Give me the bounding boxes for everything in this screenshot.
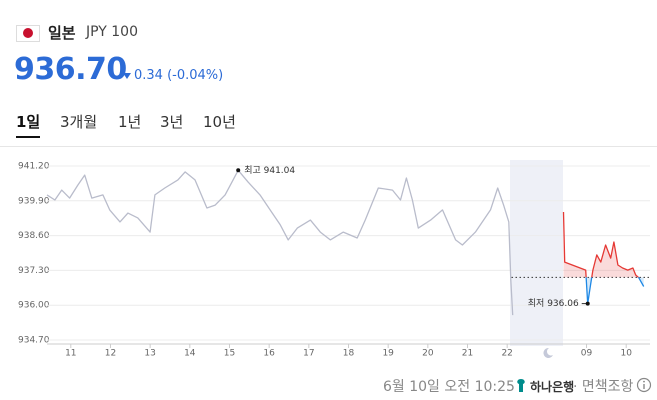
- closed-market-shade: [510, 160, 563, 346]
- bank-name: 하나은행: [530, 380, 575, 394]
- x-tick-label: 20: [422, 349, 434, 359]
- x-tick-label: 22: [501, 349, 512, 359]
- x-tick-label: 15: [224, 349, 235, 359]
- divider: [0, 146, 657, 147]
- x-tick-label: 14: [184, 349, 196, 359]
- x-tick-label: 17: [303, 349, 314, 359]
- y-tick-label: 934.70: [18, 336, 50, 346]
- y-tick-label: 941.20: [18, 162, 50, 172]
- timestamp: 6월 10일 오전 10:25: [383, 379, 515, 395]
- currency-unit: JPY 100: [86, 24, 138, 40]
- currency-name: 일본: [48, 24, 76, 42]
- line: [46, 169, 514, 316]
- bank-logo: [517, 379, 525, 392]
- tab-underline: [16, 136, 40, 138]
- y-tick-label: 938.60: [18, 231, 50, 241]
- x-tick-label: 12: [105, 349, 116, 359]
- annotation-dot: [236, 168, 241, 173]
- night-icon: [543, 347, 553, 358]
- x-tick-label: 10: [620, 349, 632, 359]
- info-icon[interactable]: [636, 377, 652, 393]
- flag: [16, 25, 40, 42]
- tab[interactable]: 1일: [16, 113, 41, 131]
- tab[interactable]: 10년: [203, 113, 236, 131]
- price: 936.70: [14, 52, 127, 87]
- tab[interactable]: 3년: [160, 113, 184, 131]
- line-above: [562, 211, 640, 278]
- tab[interactable]: 3개월: [60, 113, 98, 131]
- x-tick-label: 13: [144, 349, 155, 359]
- x-tick-label: 19: [382, 349, 394, 359]
- annotation-label: 최고 941.04: [244, 165, 295, 176]
- area-above: [563, 212, 639, 278]
- x-tick-label: 18: [343, 349, 355, 359]
- disclaimer[interactable]: · 면책조항: [573, 379, 634, 395]
- down-icon: [123, 73, 131, 79]
- line-below: [585, 277, 645, 305]
- y-tick-label: 939.90: [18, 196, 50, 206]
- annotation-label: 최저 936.06: [528, 298, 579, 309]
- x-tick-label: 21: [462, 349, 473, 359]
- annotation-dot: [585, 301, 590, 306]
- price-change: 0.34 (-0.04%): [134, 68, 224, 83]
- y-tick-label: 936.00: [18, 301, 50, 311]
- x-tick-label: 09: [581, 349, 593, 359]
- tab[interactable]: 1년: [118, 113, 142, 131]
- x-tick-label: 16: [263, 349, 275, 359]
- y-tick-label: 937.30: [18, 266, 50, 276]
- x-tick-label: 11: [65, 349, 76, 359]
